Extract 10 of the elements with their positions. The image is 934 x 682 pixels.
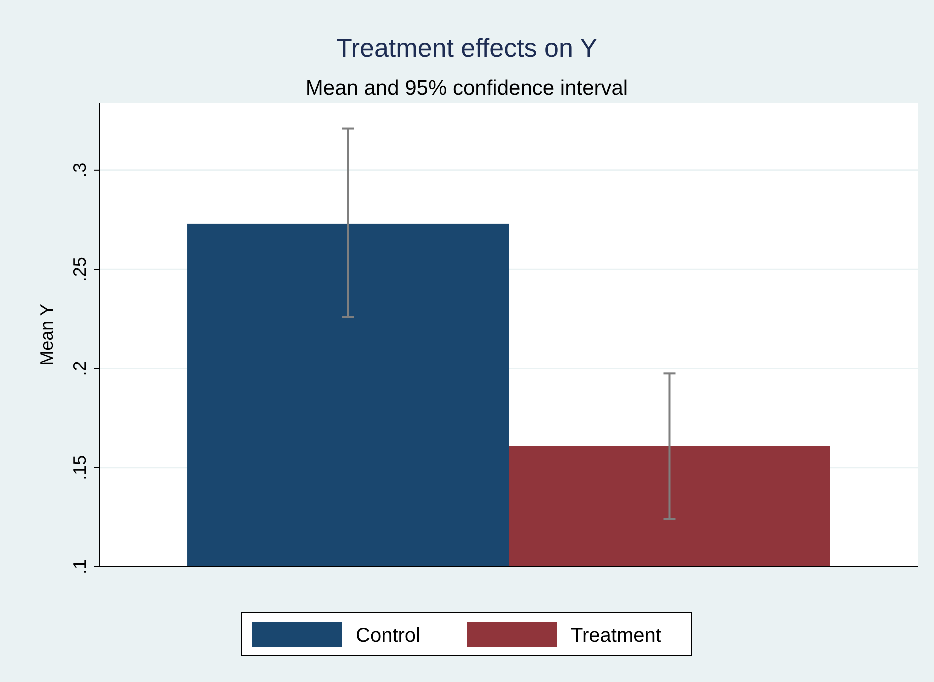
y-tick-label: .25 (70, 257, 90, 282)
chart-title: Treatment effects on Y (336, 33, 598, 63)
legend-label: Control (356, 625, 420, 647)
chart-subtitle: Mean and 95% confidence interval (306, 77, 628, 100)
y-tick-label: .1 (70, 559, 90, 575)
y-tick-label: .2 (70, 361, 90, 376)
y-axis-title: Mean Y (37, 304, 57, 366)
legend-label: Treatment (571, 625, 662, 647)
y-tick-label: .3 (70, 162, 90, 178)
y-tick-label: .15 (70, 455, 90, 480)
